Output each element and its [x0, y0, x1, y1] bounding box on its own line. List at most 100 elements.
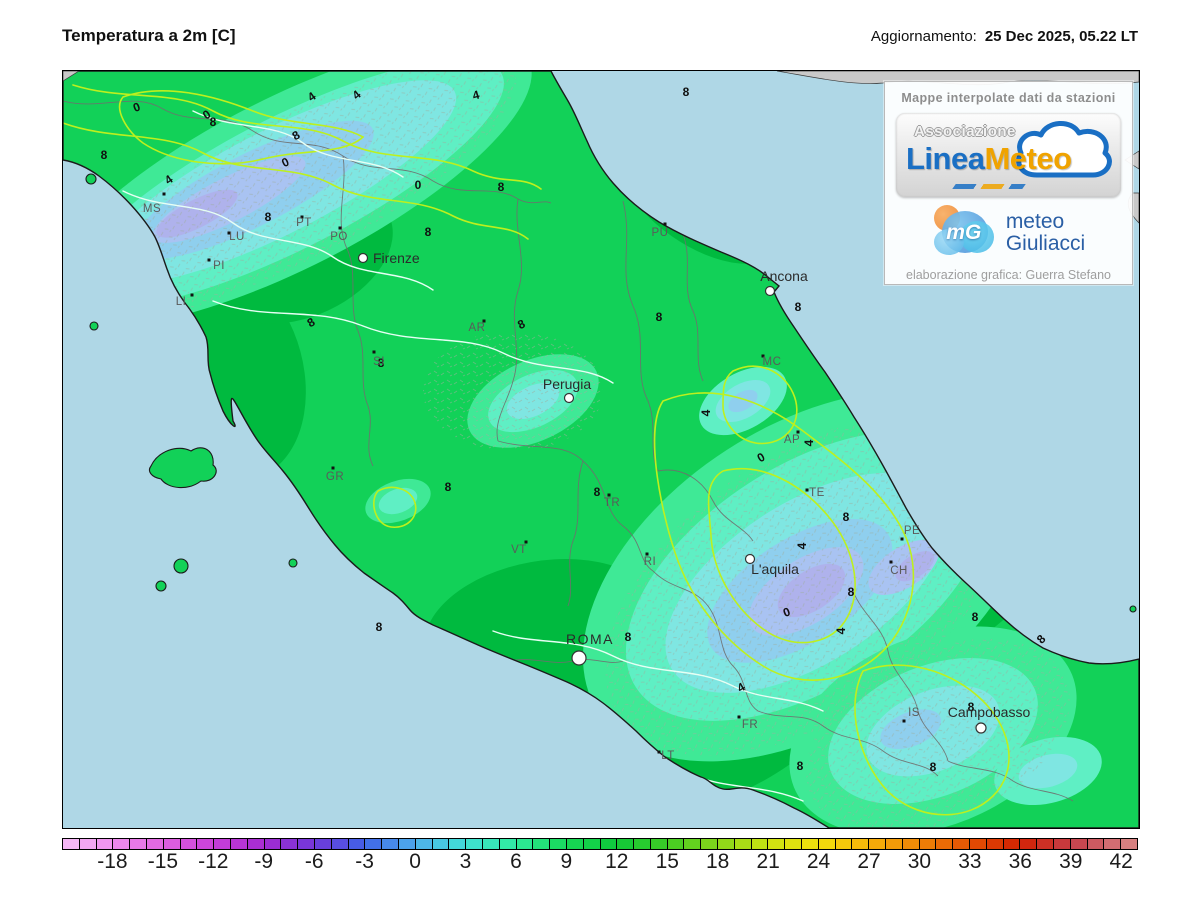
colorbar-cell — [129, 839, 146, 849]
colorbar-cell — [481, 839, 499, 849]
province-dot — [889, 560, 893, 564]
lineameteo-logo: Associazione LineaMeteo — [896, 113, 1121, 197]
contour-label: 8 — [843, 510, 850, 524]
colorbar-cell — [330, 839, 348, 849]
contour-label: 8 — [625, 630, 632, 644]
contour-label: 8 — [376, 620, 383, 634]
city-markers: Firenze Ancona Perugia L'aquila ROMA Campobas… — [357, 250, 1031, 734]
colorbar-cell — [1069, 839, 1087, 849]
colorbar-cell — [431, 839, 449, 849]
colorbar-cell — [868, 839, 886, 849]
colorbar-labels: -18 -15 -12 -9 -6 -3 0 3 6 9 12 15 18 21 24 27 30 33 36 39 4… — [62, 850, 1138, 876]
colorbar-cell — [179, 839, 197, 849]
colorbar-cell — [448, 839, 466, 849]
colorbar-cell — [733, 839, 751, 849]
colorbar-cell — [784, 839, 802, 849]
colorbar-cell — [1019, 839, 1037, 849]
cold-zone-sibillini — [699, 366, 787, 436]
colorbar-cell — [532, 839, 550, 849]
province-dot — [796, 430, 800, 434]
colorbar-cell — [717, 839, 734, 849]
attribution-credit: elaborazione grafica: Guerra Stefano — [906, 268, 1111, 282]
colorbar-cell — [78, 839, 96, 849]
province-label: LI — [176, 296, 187, 308]
colorbar-cell — [515, 839, 533, 849]
city-label: Ancona — [760, 268, 808, 284]
contour-label: 4 — [834, 627, 848, 634]
colorbar-cell — [834, 839, 852, 849]
colorbar-cell — [817, 839, 835, 849]
city-label: ROMA — [566, 631, 614, 647]
lineameteo-wordmark: LineaMeteo — [906, 141, 1072, 176]
contour-label: 4 — [795, 542, 809, 549]
province-dot — [331, 466, 335, 470]
province-label: LU — [229, 231, 245, 243]
colorbar-tick-label: 30 — [907, 850, 932, 873]
mg-monogram: mG — [946, 221, 982, 244]
colorbar-cell — [229, 839, 247, 849]
colorbar-cell — [935, 839, 953, 849]
colorbar-tick-label: -3 — [355, 850, 374, 873]
province-label: PI — [213, 260, 225, 272]
temperature-colorbar — [62, 838, 1138, 850]
colorbar-tick-label: -9 — [254, 850, 274, 873]
city-label: Campobasso — [948, 704, 1031, 720]
province-dot — [663, 222, 667, 226]
out-of-domain — [63, 71, 1139, 224]
colorbar-tick-label: -12 — [198, 850, 229, 873]
colorbar-cell — [969, 839, 986, 849]
colorbar-tick-label: 18 — [706, 850, 730, 873]
colorbar-cell — [263, 839, 281, 849]
province-label: FR — [742, 719, 758, 731]
colorbar-cell — [381, 839, 398, 849]
contour-label: 0 — [781, 604, 792, 620]
province-label: PO — [330, 231, 348, 243]
colorbar-cell — [145, 839, 163, 849]
colorbar-tick-label: 42 — [1109, 850, 1133, 873]
province-dot — [902, 719, 906, 723]
province-label: VT — [511, 544, 527, 556]
lineameteo-association-label: Associazione — [914, 123, 1016, 140]
colorbar-cell — [952, 839, 970, 849]
colorbar-cell — [465, 839, 482, 849]
colorbar-tick-label: 3 — [459, 850, 472, 873]
province-dot — [607, 493, 611, 497]
colorbar-cell — [649, 839, 667, 849]
colorbar-cell — [1103, 839, 1121, 849]
province-label: MC — [763, 356, 782, 368]
colorbar-cell — [750, 839, 768, 849]
province-label: MS — [143, 203, 161, 215]
colorbar-cell — [63, 839, 79, 849]
contour-label: 8 — [972, 610, 979, 624]
update-label: Aggiornamento: — [870, 28, 977, 45]
province-label: GR — [326, 471, 344, 483]
province-dot — [657, 750, 661, 754]
province-dot — [645, 552, 649, 556]
colorbar-cell — [985, 839, 1003, 849]
contour-label: 8 — [683, 85, 690, 99]
update-value: 25 Dec 2025, 05.22 LT — [984, 28, 1138, 45]
colorbar-cell — [313, 839, 331, 849]
colorbar-tick-label: 9 — [560, 850, 573, 873]
contour-label: 8 — [930, 760, 937, 774]
city-label: Perugia — [543, 376, 591, 392]
colorbar-cell — [549, 839, 566, 849]
province-label: PU — [652, 227, 669, 239]
colorbar-cell — [280, 839, 298, 849]
province-dot — [482, 319, 486, 323]
province-dot — [338, 226, 342, 230]
contour-label: 8 — [210, 115, 217, 129]
province-label: PT — [296, 217, 312, 229]
province-dot — [900, 537, 904, 541]
colorbar-tick-label: 33 — [958, 850, 982, 873]
attribution-box: Mappe interpolate dati da stazioni Assoc… — [884, 81, 1133, 285]
city-label: L'aquila — [751, 561, 799, 577]
contour-label: 0 — [131, 99, 142, 115]
colorbar-cell — [1036, 839, 1054, 849]
province-label: PE — [904, 525, 920, 537]
colorbar-cell — [901, 839, 919, 849]
city-marker — [975, 722, 987, 734]
contour-label: 8 — [378, 356, 385, 370]
colorbar-cell — [851, 839, 869, 849]
